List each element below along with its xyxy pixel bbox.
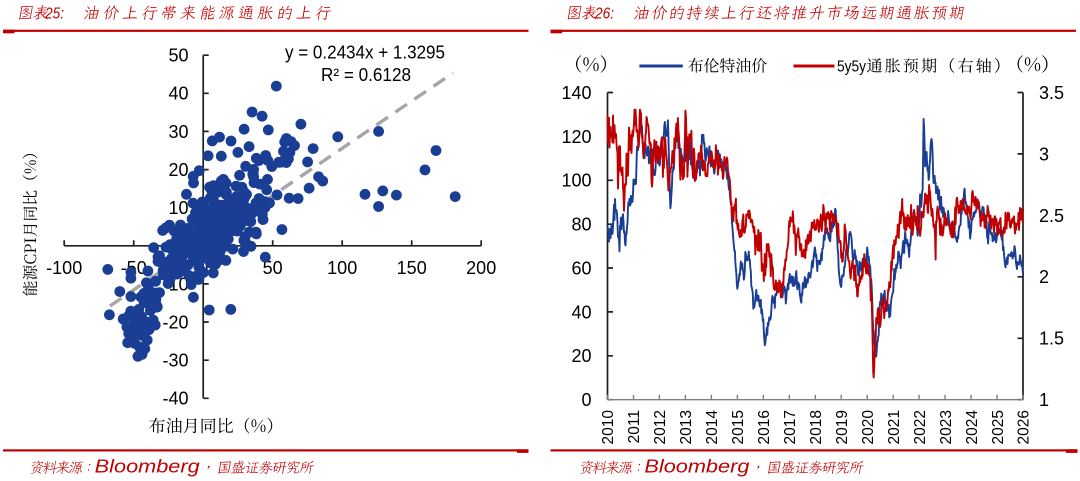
svg-text:20: 20 [571, 346, 591, 366]
svg-text:y = 0.2434x + 1.3295: y = 0.2434x + 1.3295 [285, 43, 445, 63]
svg-text:150: 150 [397, 258, 427, 278]
svg-text:-20: -20 [162, 312, 188, 332]
svg-text:2024: 2024 [964, 410, 981, 445]
svg-text:2019: 2019 [834, 410, 851, 444]
svg-text:2012: 2012 [652, 410, 669, 444]
svg-text:10: 10 [168, 198, 188, 218]
svg-text:2011: 2011 [626, 410, 643, 443]
svg-text:40: 40 [571, 302, 591, 322]
svg-text:120: 120 [561, 127, 591, 147]
svg-text:Bloomberg: Bloomberg [95, 457, 200, 477]
svg-text:30: 30 [168, 122, 188, 142]
svg-text:3: 3 [1039, 144, 1049, 164]
svg-text:2.5: 2.5 [1039, 206, 1064, 226]
svg-text:-30: -30 [162, 351, 188, 371]
svg-text:20: 20 [168, 160, 188, 180]
svg-text:50: 50 [263, 258, 283, 278]
svg-text:2014: 2014 [704, 410, 721, 445]
svg-text:2013: 2013 [678, 410, 695, 444]
svg-text:Bloomberg: Bloomberg [644, 457, 749, 477]
svg-text:100: 100 [561, 171, 591, 191]
svg-text:2015: 2015 [730, 410, 747, 444]
svg-text:2: 2 [1039, 267, 1049, 287]
svg-text:2017: 2017 [782, 410, 799, 444]
svg-text:2025: 2025 [990, 410, 1007, 444]
svg-text:3.5: 3.5 [1039, 83, 1064, 103]
svg-text:40: 40 [168, 84, 188, 104]
svg-text:2010: 2010 [600, 410, 617, 445]
svg-text:26:: 26: [594, 5, 614, 22]
svg-text:2021: 2021 [886, 410, 903, 444]
svg-text:50: 50 [168, 46, 188, 66]
svg-text:-100: -100 [46, 258, 82, 278]
svg-text:80: 80 [571, 215, 591, 235]
svg-text:0: 0 [581, 390, 591, 410]
svg-text:2023: 2023 [938, 410, 955, 444]
svg-text:2018: 2018 [808, 410, 825, 444]
svg-text:200: 200 [466, 258, 496, 278]
svg-text:R² = 0.6128: R² = 0.6128 [321, 65, 411, 85]
svg-text:2020: 2020 [860, 410, 877, 445]
svg-text:2016: 2016 [756, 410, 773, 444]
svg-text:1: 1 [1039, 390, 1049, 410]
svg-text:5y5y: 5y5y [837, 59, 866, 76]
svg-text:25:: 25: [44, 5, 64, 22]
svg-text:60: 60 [571, 258, 591, 278]
svg-text:100: 100 [327, 258, 357, 278]
svg-text:2026: 2026 [1016, 410, 1033, 444]
svg-text:-40: -40 [162, 389, 188, 409]
svg-text:140: 140 [561, 83, 591, 103]
svg-text:1.5: 1.5 [1039, 329, 1064, 349]
svg-text:2022: 2022 [912, 410, 929, 444]
